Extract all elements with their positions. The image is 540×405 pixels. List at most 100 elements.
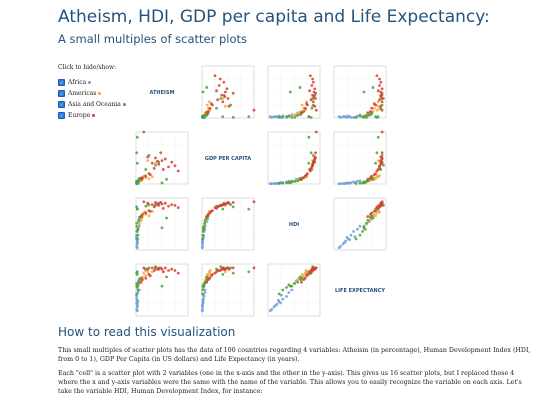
checkbox-africa[interactable]: ✓ (58, 79, 65, 86)
scatter-point (231, 91, 235, 95)
scatter-point (299, 278, 303, 281)
scatter-point (208, 269, 212, 272)
scatter-point (247, 270, 251, 274)
scatter-point (227, 267, 231, 271)
scatter-point (176, 206, 180, 210)
scatter-point (220, 93, 224, 97)
scatter-point (369, 215, 372, 219)
scatter-point (305, 100, 309, 104)
scatter-point (314, 91, 317, 95)
scatter-point (205, 111, 209, 115)
legend-item-asia-oceania[interactable]: ✓ Asia and Oceania (58, 99, 126, 110)
scatter-point (227, 104, 231, 108)
scatter-point (268, 309, 272, 313)
scatter-point (225, 266, 229, 270)
scatter-point (161, 270, 165, 274)
scatter-point (152, 269, 156, 272)
scatter-point (345, 181, 349, 185)
scatter-point (144, 211, 148, 215)
scatter-point (277, 299, 280, 302)
scatter-point (154, 163, 157, 167)
scatter-point (136, 233, 140, 237)
scatter-point (353, 235, 357, 239)
scatter-point (314, 130, 318, 134)
scatter-point (221, 207, 225, 211)
scatter-point (372, 209, 376, 213)
scatter-point (220, 267, 224, 271)
checkbox-americas[interactable]: ✓ (58, 90, 65, 97)
scatter-point (380, 151, 384, 155)
scatter-point (144, 274, 148, 278)
scatter-point (358, 224, 362, 228)
scatter-point (167, 165, 170, 169)
legend-item-americas[interactable]: ✓ Americas (58, 88, 126, 99)
scatter-point (296, 114, 300, 117)
scatter-point (205, 273, 209, 276)
scatter-point (154, 201, 157, 204)
scatter-point (358, 181, 362, 185)
scatter-point (356, 227, 359, 231)
scatter-point (200, 246, 204, 250)
scatter-point (281, 114, 285, 118)
color-dot-icon (98, 92, 102, 95)
scatter-point (300, 280, 303, 284)
legend-item-europe[interactable]: ✓ Europe (58, 110, 126, 121)
scatter-point (224, 90, 227, 94)
scatter-point (217, 269, 221, 272)
scatter-point (135, 292, 139, 296)
explanation-paragraph: Each "cell" is a scatter plot with 2 var… (58, 370, 522, 395)
scatter-point (372, 102, 376, 106)
scatter-point (378, 84, 381, 87)
scatter-point (137, 218, 140, 222)
variable-label: ATHEISM (150, 90, 175, 96)
color-dot-icon (92, 114, 96, 117)
scatter-point (305, 274, 309, 278)
scatter-point (222, 80, 226, 84)
scatter-point (157, 162, 161, 166)
scatter-point (365, 180, 368, 183)
variable-label: LIFE EXPECTANCY (335, 288, 385, 294)
scatter-point (376, 207, 380, 210)
scatter-point (159, 266, 163, 270)
scatter-point (380, 157, 384, 161)
legend-label: Europe (68, 112, 91, 119)
scatter-point (225, 87, 229, 91)
scatter-point (135, 221, 139, 225)
scatter-point (141, 212, 144, 216)
scatter-point (201, 230, 205, 233)
scatter-point (207, 100, 211, 104)
variable-label: GDP PER CAPITA (205, 156, 251, 162)
scatter-point (285, 181, 288, 185)
scatter-point (302, 278, 306, 281)
scatter-point (293, 180, 297, 183)
scatter-point (369, 110, 372, 113)
scatter-point (312, 159, 316, 163)
scatter-point (343, 115, 346, 119)
scatter-point (139, 215, 143, 218)
scatter-point (287, 114, 291, 118)
checkbox-asia-oceania[interactable]: ✓ (58, 101, 65, 108)
scatter-point (224, 270, 227, 274)
scatter-point (300, 177, 303, 181)
scatter-point (337, 182, 341, 186)
checkbox-europe[interactable]: ✓ (58, 112, 65, 119)
scatter-point (159, 151, 163, 155)
scatter-point (379, 95, 383, 98)
legend-item-africa[interactable]: ✓ Africa (58, 77, 126, 88)
scatter-point (150, 161, 154, 165)
scatter-point (309, 115, 313, 119)
scatter-point (144, 204, 148, 208)
scatter-point (379, 104, 383, 108)
scatter-point (218, 77, 222, 81)
scatter-point (203, 291, 207, 294)
scatter-point (300, 103, 304, 107)
scatter-point (311, 77, 314, 81)
scatter-point (146, 201, 150, 205)
scatter-point (201, 90, 205, 94)
scatter-point (298, 86, 302, 89)
scatter-point (142, 271, 146, 275)
scatter-point (216, 98, 219, 102)
scatter-point (369, 113, 372, 117)
scatter-point (144, 168, 148, 171)
legend-label: Americas (68, 90, 97, 97)
